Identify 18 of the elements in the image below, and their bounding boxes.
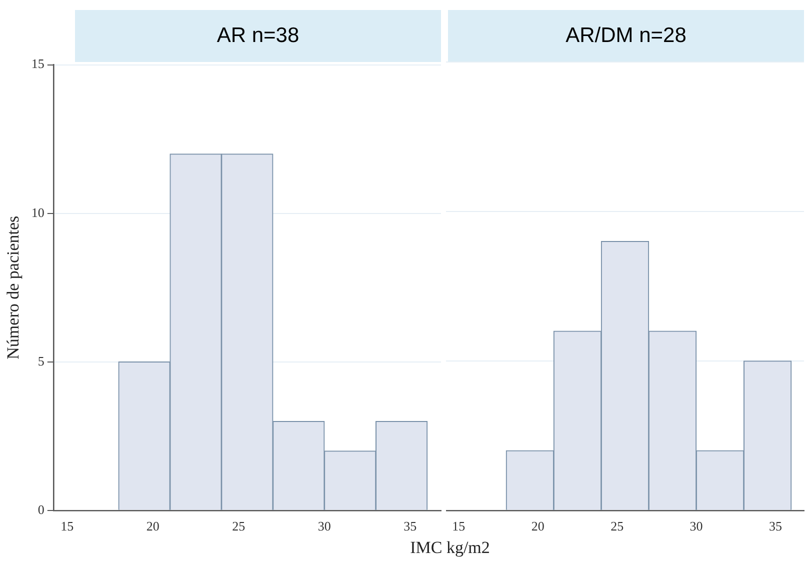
x-tick-label: 35 — [768, 518, 782, 534]
x-tick-label: 25 — [232, 518, 246, 534]
x-tick-label: 15 — [452, 518, 466, 534]
x-axis-title: IMC kg/m2 — [409, 538, 491, 558]
chart-title: AR n=38 — [75, 10, 441, 62]
x-tick-label: 15 — [60, 518, 74, 534]
chart-title: AR/DM n=28 — [448, 10, 804, 62]
x-tick-label: 20 — [531, 518, 544, 534]
x-tick-label: 35 — [404, 518, 417, 534]
x-tick-label: 25 — [610, 518, 624, 534]
y-tick-label: 0 — [38, 502, 44, 517]
y-axis-title: Número de pacientes — [4, 216, 23, 360]
y-tick-label: 5 — [38, 353, 44, 368]
x-tick-label: 30 — [690, 518, 703, 534]
x-tick-label: 20 — [146, 518, 160, 534]
x-tick-label: 30 — [318, 518, 331, 534]
y-tick-label: 10 — [31, 204, 44, 220]
y-tick-label: 15 — [31, 56, 44, 72]
